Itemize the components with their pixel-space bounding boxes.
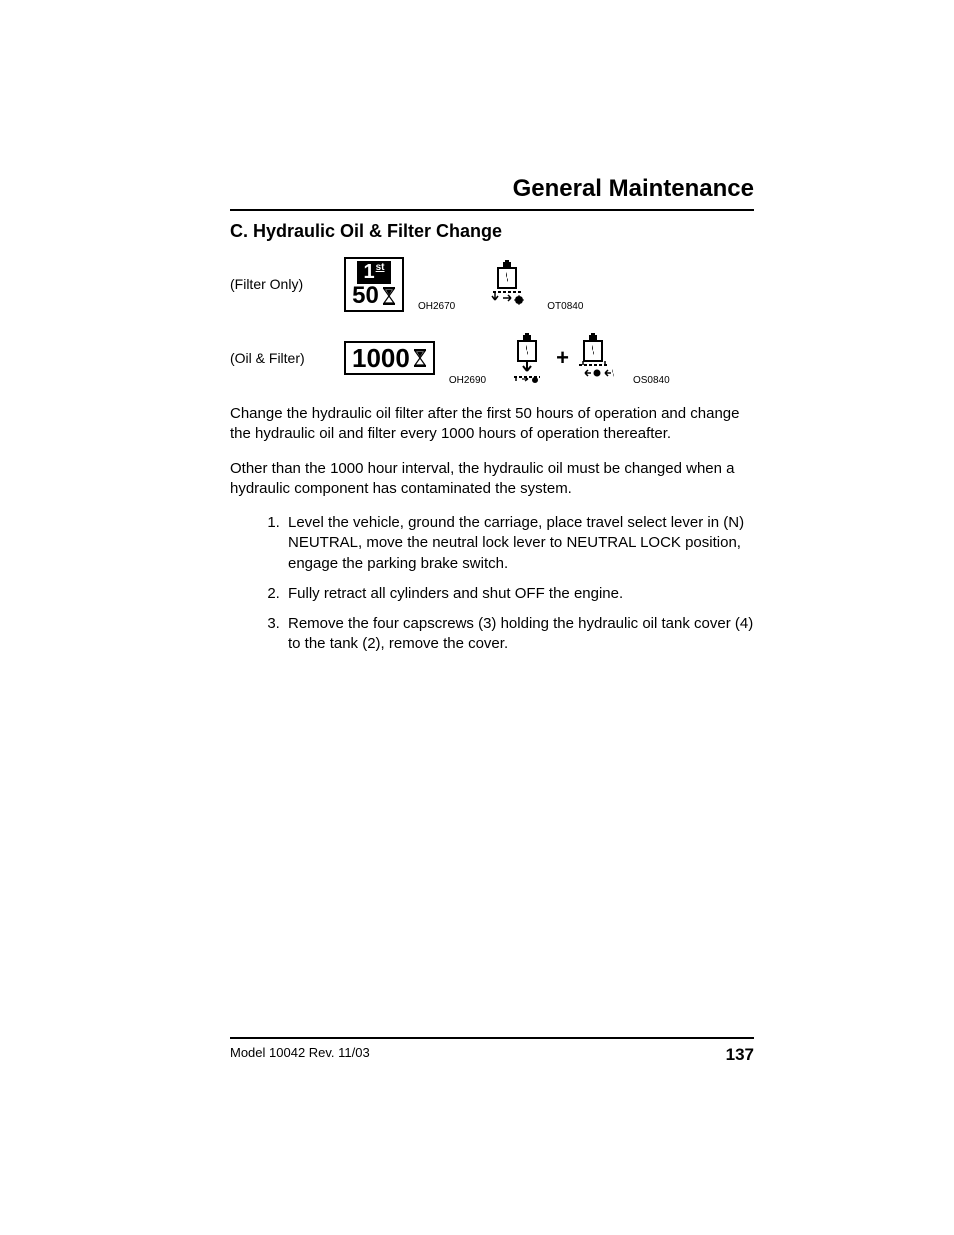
interval-label: (Filter Only) bbox=[230, 276, 330, 292]
step-item: Fully retract all cylinders and shut OFF… bbox=[284, 584, 754, 604]
hourglass-icon bbox=[413, 349, 427, 367]
interval-label: (Oil & Filter) bbox=[230, 350, 330, 366]
page: General Maintenance C. Hydraulic Oil & F… bbox=[0, 0, 954, 1235]
interval-row-filter-only: (Filter Only) 1st 50 OH2670 bbox=[230, 256, 754, 312]
oil-drain-icon bbox=[510, 333, 550, 383]
page-number: 137 bbox=[726, 1045, 754, 1065]
code-label: OT0840 bbox=[547, 301, 583, 312]
code-label: OS0840 bbox=[633, 375, 670, 386]
oil-filter-icon bbox=[489, 260, 533, 308]
interval-box-50: 1st 50 bbox=[344, 257, 404, 312]
first-suffix: st bbox=[376, 263, 385, 273]
filter-icon-group bbox=[489, 260, 533, 308]
body-paragraph: Change the hydraulic oil filter after th… bbox=[230, 404, 754, 445]
page-footer: Model 10042 Rev. 11/03 137 bbox=[230, 1037, 754, 1065]
first-badge: 1st bbox=[357, 261, 390, 284]
hours-line: 50 bbox=[350, 284, 398, 308]
oil-filter-icon bbox=[575, 333, 619, 383]
interval-box-1000: 1000 bbox=[344, 341, 435, 375]
step-item: Level the vehicle, ground the carriage, … bbox=[284, 513, 754, 574]
body-paragraph: Other than the 1000 hour interval, the h… bbox=[230, 459, 754, 500]
step-item: Remove the four capscrews (3) holding th… bbox=[284, 614, 754, 655]
hourglass-icon bbox=[382, 287, 396, 305]
first-num: 1 bbox=[363, 262, 374, 282]
filter-icon-group: + bbox=[510, 333, 619, 383]
footer-model: Model 10042 Rev. 11/03 bbox=[230, 1045, 370, 1065]
plus-icon: + bbox=[556, 345, 569, 371]
hours-line: 1000 bbox=[350, 345, 429, 371]
interval-row-oil-filter: (Oil & Filter) 1000 OH2690 bbox=[230, 330, 754, 386]
step-list: Level the vehicle, ground the carriage, … bbox=[230, 513, 754, 655]
page-header: General Maintenance bbox=[230, 175, 754, 211]
code-label: OH2690 bbox=[449, 375, 486, 386]
hours-value: 50 bbox=[352, 284, 379, 308]
hours-value: 1000 bbox=[352, 345, 410, 371]
code-label: OH2670 bbox=[418, 301, 455, 312]
section-title: C. Hydraulic Oil & Filter Change bbox=[230, 221, 754, 242]
